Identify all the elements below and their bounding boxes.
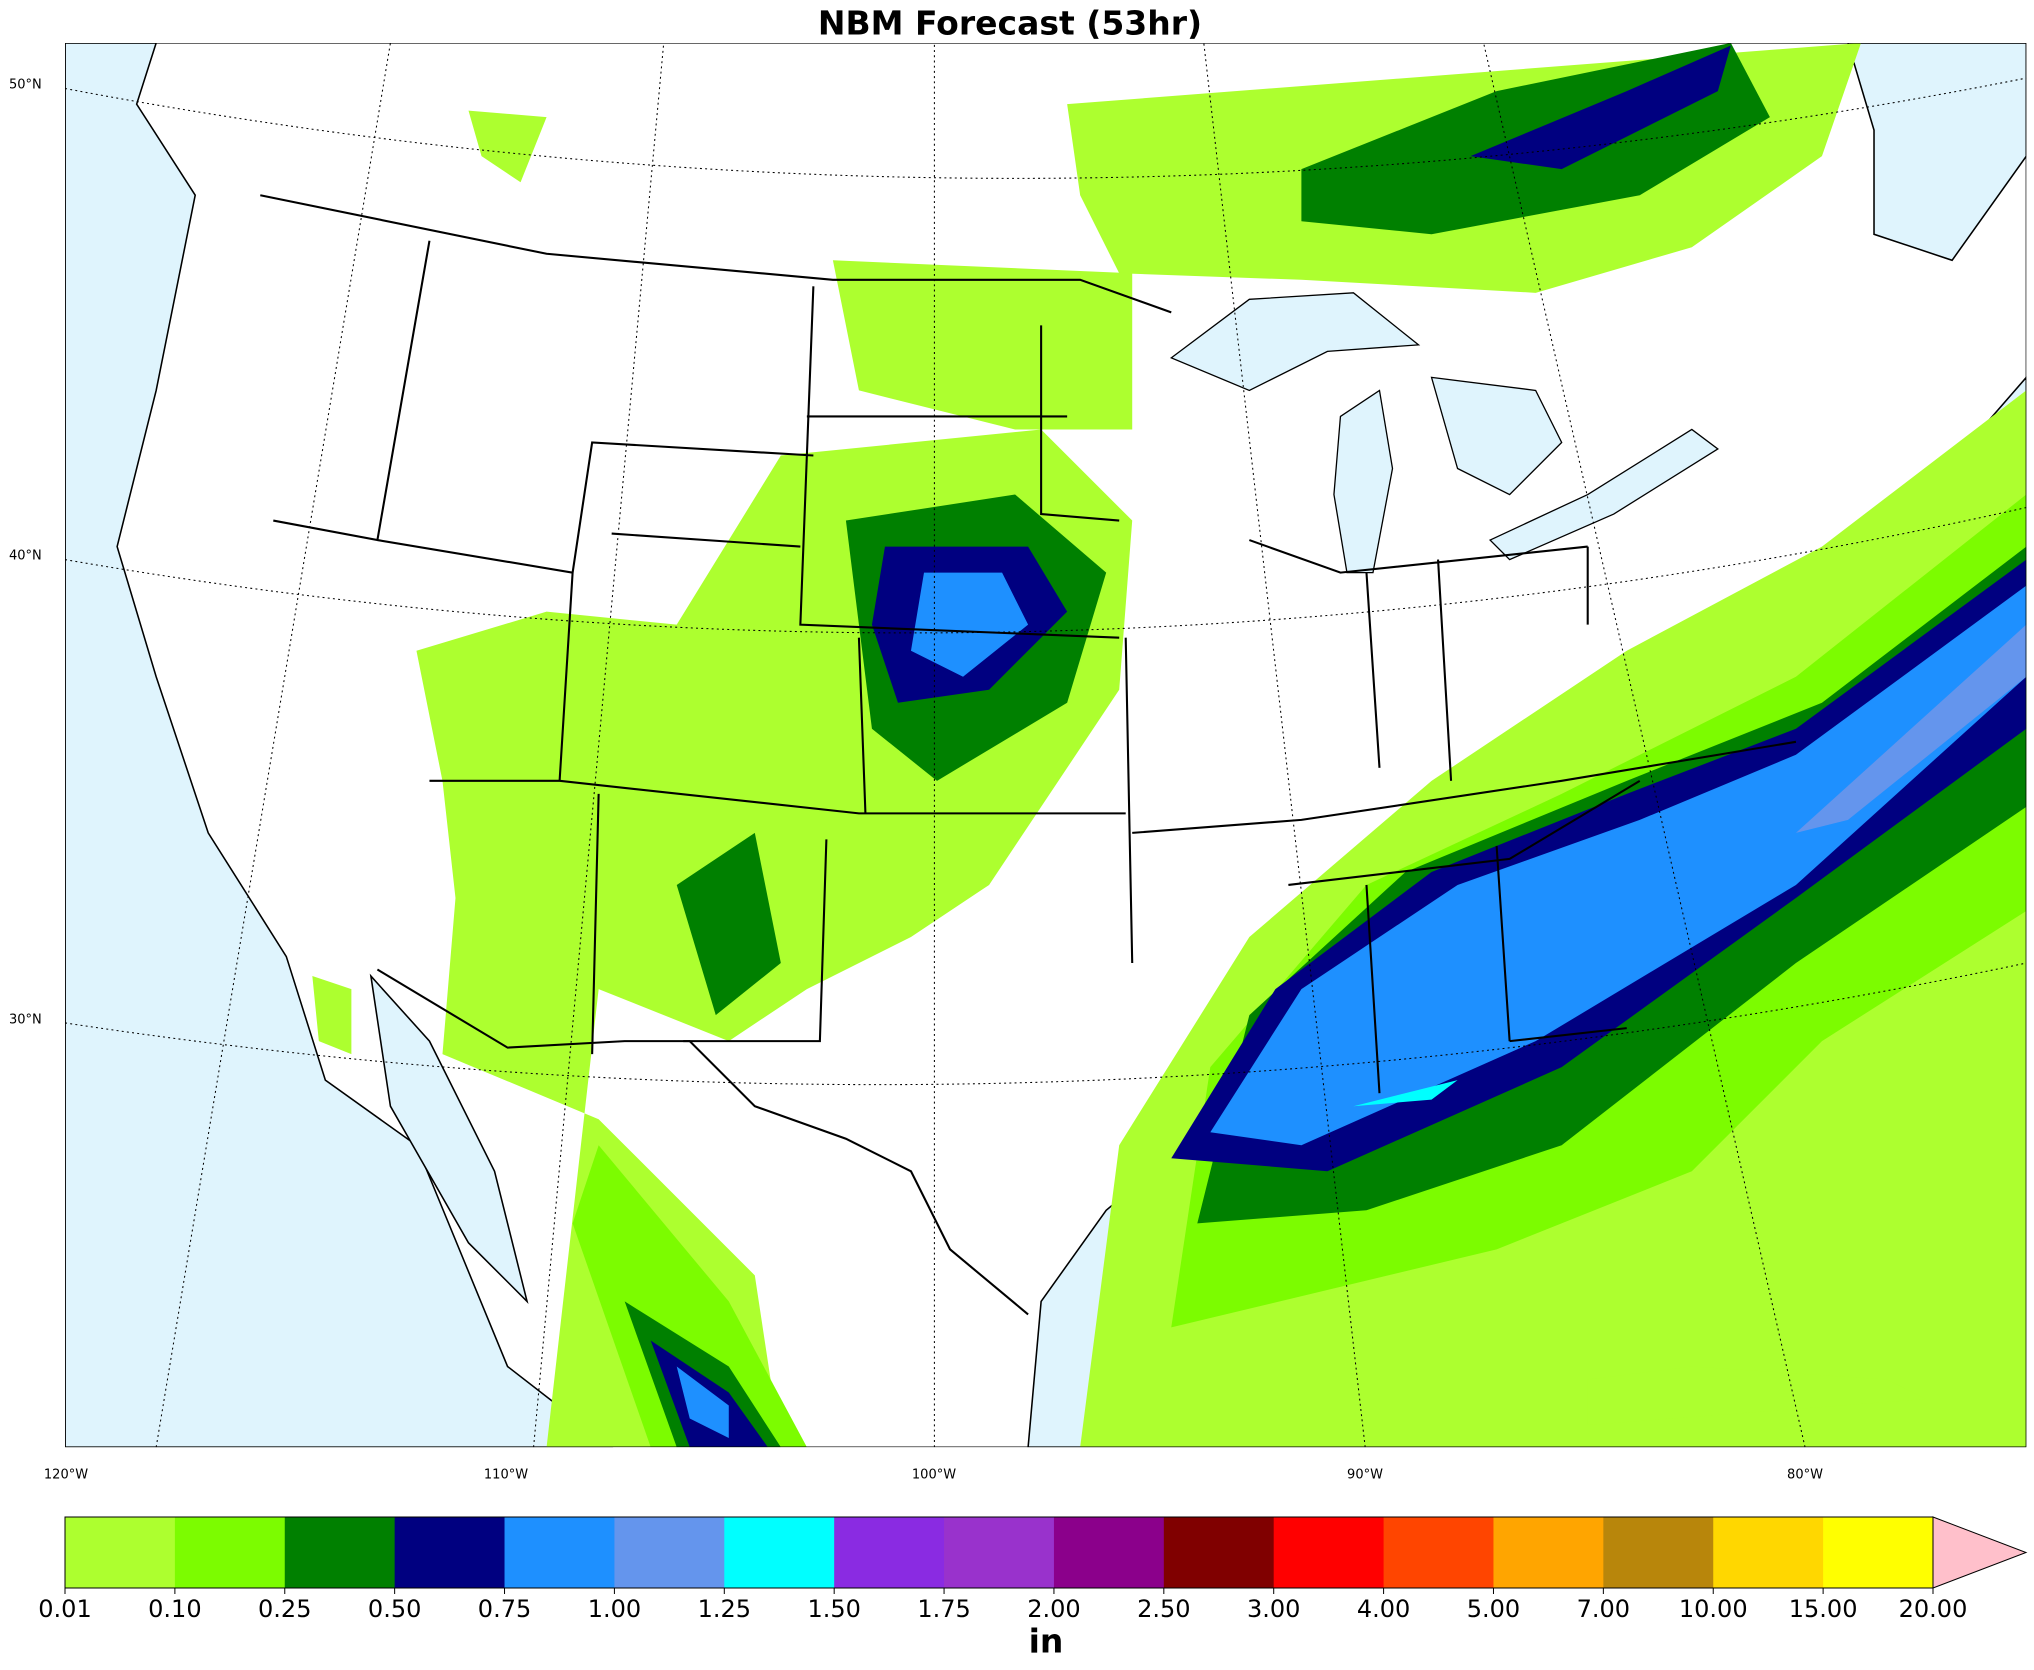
colorbar-tick-label: 0.10	[148, 1595, 201, 1623]
colorbar-tick-label: 2.00	[1027, 1595, 1080, 1623]
map-title: NBM Forecast (53hr)	[818, 4, 1202, 43]
colorbar-tick-label: 20.00	[1899, 1595, 1968, 1623]
colorbar-tick-label: 15.00	[1789, 1595, 1858, 1623]
colorbar-segment	[1053, 1517, 1165, 1588]
colorbar-tick-label: 1.75	[917, 1595, 970, 1623]
colorbar-tick-label: 1.00	[588, 1595, 641, 1623]
colorbar-tick-label: 1.50	[807, 1595, 860, 1623]
state-borders	[273, 240, 1797, 1094]
colorbar-segment	[174, 1517, 286, 1588]
colorbar-segment	[1493, 1517, 1604, 1588]
precipitation	[312, 42, 2027, 1448]
colorbar-tick-label: 0.01	[38, 1595, 91, 1623]
lat-label: 50°N	[9, 78, 42, 93]
lon-label: 90°W	[1347, 1468, 1383, 1483]
graticule-labels: 50°N 40°N 30°N 120°W 110°W 100°W 90°W 80…	[9, 78, 1823, 1483]
colorbar-segment	[1163, 1517, 1275, 1588]
colorbar-tick-label: 4.00	[1357, 1595, 1410, 1623]
colorbar-tick-label: 2.50	[1137, 1595, 1190, 1623]
colorbar-tick-label: 5.00	[1467, 1595, 1520, 1623]
colorbar-tick-label: 1.25	[698, 1595, 751, 1623]
graticule	[65, 42, 2027, 1448]
gulf-of-california	[369, 973, 529, 1304]
lat-label: 40°N	[9, 549, 42, 564]
colorbar-tick-label: 0.25	[258, 1595, 311, 1623]
lake-superior	[1169, 292, 1421, 392]
national-border	[260, 194, 1172, 1316]
colorbar-tick-label: 10.00	[1679, 1595, 1748, 1623]
lat-label: 30°N	[9, 1013, 42, 1028]
colorbar-segment	[1273, 1517, 1385, 1588]
colorbar-segment	[394, 1517, 506, 1588]
colorbar-segment	[65, 1517, 176, 1588]
colorbar-segment	[1603, 1517, 1714, 1588]
lake-michigan	[1333, 389, 1394, 574]
colorbar-segment	[724, 1517, 835, 1588]
lon-label: 100°W	[912, 1468, 956, 1483]
colorbar-segment	[1713, 1517, 1824, 1588]
lake-huron	[1430, 376, 1563, 496]
colorbar: 0.01 0.10 0.25 0.50 0.75 1.00 1.25 1.50 1.75 2.00…	[38, 1516, 2028, 1623]
lon-label: 110°W	[484, 1468, 528, 1483]
colorbar-segment	[504, 1517, 615, 1588]
colorbar-frame	[64, 1516, 1934, 1589]
colorbar-segment	[1383, 1517, 1494, 1588]
colorbar-tick-label: 3.00	[1247, 1595, 1300, 1623]
colorbar-extension	[1932, 1516, 2028, 1589]
colorbar-tick-label: 7.00	[1577, 1595, 1630, 1623]
colorbar-segment	[834, 1517, 945, 1588]
colorbar-segment	[944, 1517, 1055, 1588]
lon-label: 120°W	[44, 1468, 88, 1483]
map	[65, 42, 2027, 1448]
colorbar-segment	[614, 1517, 725, 1588]
colorbar-tick-label: 0.50	[368, 1595, 421, 1623]
colorbar-tick-label: 0.75	[478, 1595, 531, 1623]
colorbar-unit: in	[1029, 1622, 1064, 1661]
colorbar-segment	[1823, 1517, 1934, 1588]
colorbar-segment	[284, 1517, 396, 1588]
hudson-bay	[1847, 42, 2027, 262]
lon-label: 80°W	[1787, 1468, 1823, 1483]
lake-erie-ontario	[1488, 428, 1719, 561]
